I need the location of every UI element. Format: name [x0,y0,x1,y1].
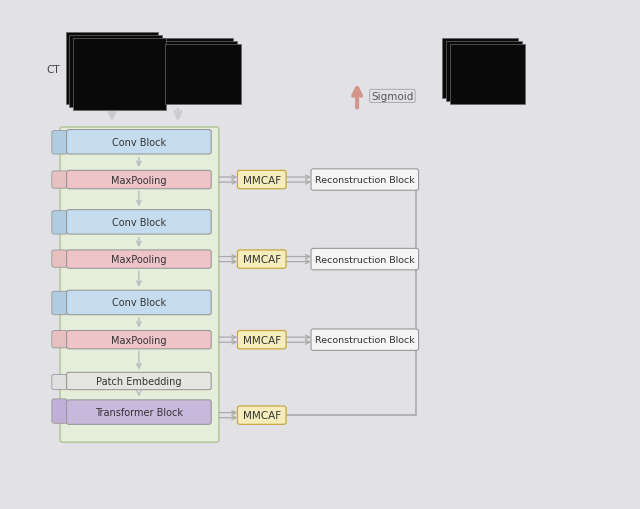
Text: Reconstruction Block: Reconstruction Block [315,335,415,345]
Bar [446,42,522,102]
Text: Reconstruction Block: Reconstruction Block [315,176,415,185]
Text: Patch Embedding: Patch Embedding [96,376,182,386]
FancyBboxPatch shape [52,399,67,423]
Text: Output: Output [488,65,524,75]
Bar [165,45,241,105]
Text: CT: CT [46,65,60,75]
FancyBboxPatch shape [237,331,286,349]
FancyBboxPatch shape [52,331,67,348]
FancyBboxPatch shape [52,375,67,390]
Text: MaxPooling: MaxPooling [111,175,166,185]
Text: Sigmoid: Sigmoid [371,92,413,102]
FancyBboxPatch shape [52,250,67,268]
Bar [450,45,525,105]
Bar [161,42,237,102]
FancyBboxPatch shape [237,171,286,189]
FancyBboxPatch shape [67,291,211,315]
FancyBboxPatch shape [67,400,211,425]
FancyBboxPatch shape [52,211,67,235]
Text: MMCAF: MMCAF [243,254,281,265]
Text: Transformer Block: Transformer Block [95,407,183,417]
Text: Conv Block: Conv Block [112,298,166,308]
FancyBboxPatch shape [52,131,67,155]
Text: MaxPooling: MaxPooling [111,254,166,265]
FancyBboxPatch shape [311,249,419,270]
FancyBboxPatch shape [237,250,286,269]
FancyBboxPatch shape [67,373,211,390]
Bar [157,39,233,99]
Text: Reconstruction Block: Reconstruction Block [315,255,415,264]
Bar [65,33,159,104]
Bar [442,39,518,99]
FancyBboxPatch shape [67,250,211,269]
FancyBboxPatch shape [237,406,286,425]
FancyBboxPatch shape [67,171,211,189]
FancyBboxPatch shape [311,169,419,191]
FancyBboxPatch shape [60,128,219,442]
Text: MMCAF: MMCAF [243,335,281,345]
Text: Conv Block: Conv Block [112,137,166,148]
FancyBboxPatch shape [311,329,419,351]
Text: MMCAF: MMCAF [243,410,281,420]
FancyBboxPatch shape [67,210,211,235]
Bar [69,36,163,107]
Text: MaxPooling: MaxPooling [111,335,166,345]
Text: Conv Block: Conv Block [112,217,166,228]
Text: PET: PET [191,65,210,75]
FancyBboxPatch shape [52,292,67,315]
FancyBboxPatch shape [67,130,211,155]
Bar [73,39,166,110]
FancyBboxPatch shape [52,172,67,189]
Text: MMCAF: MMCAF [243,175,281,185]
FancyBboxPatch shape [67,331,211,349]
